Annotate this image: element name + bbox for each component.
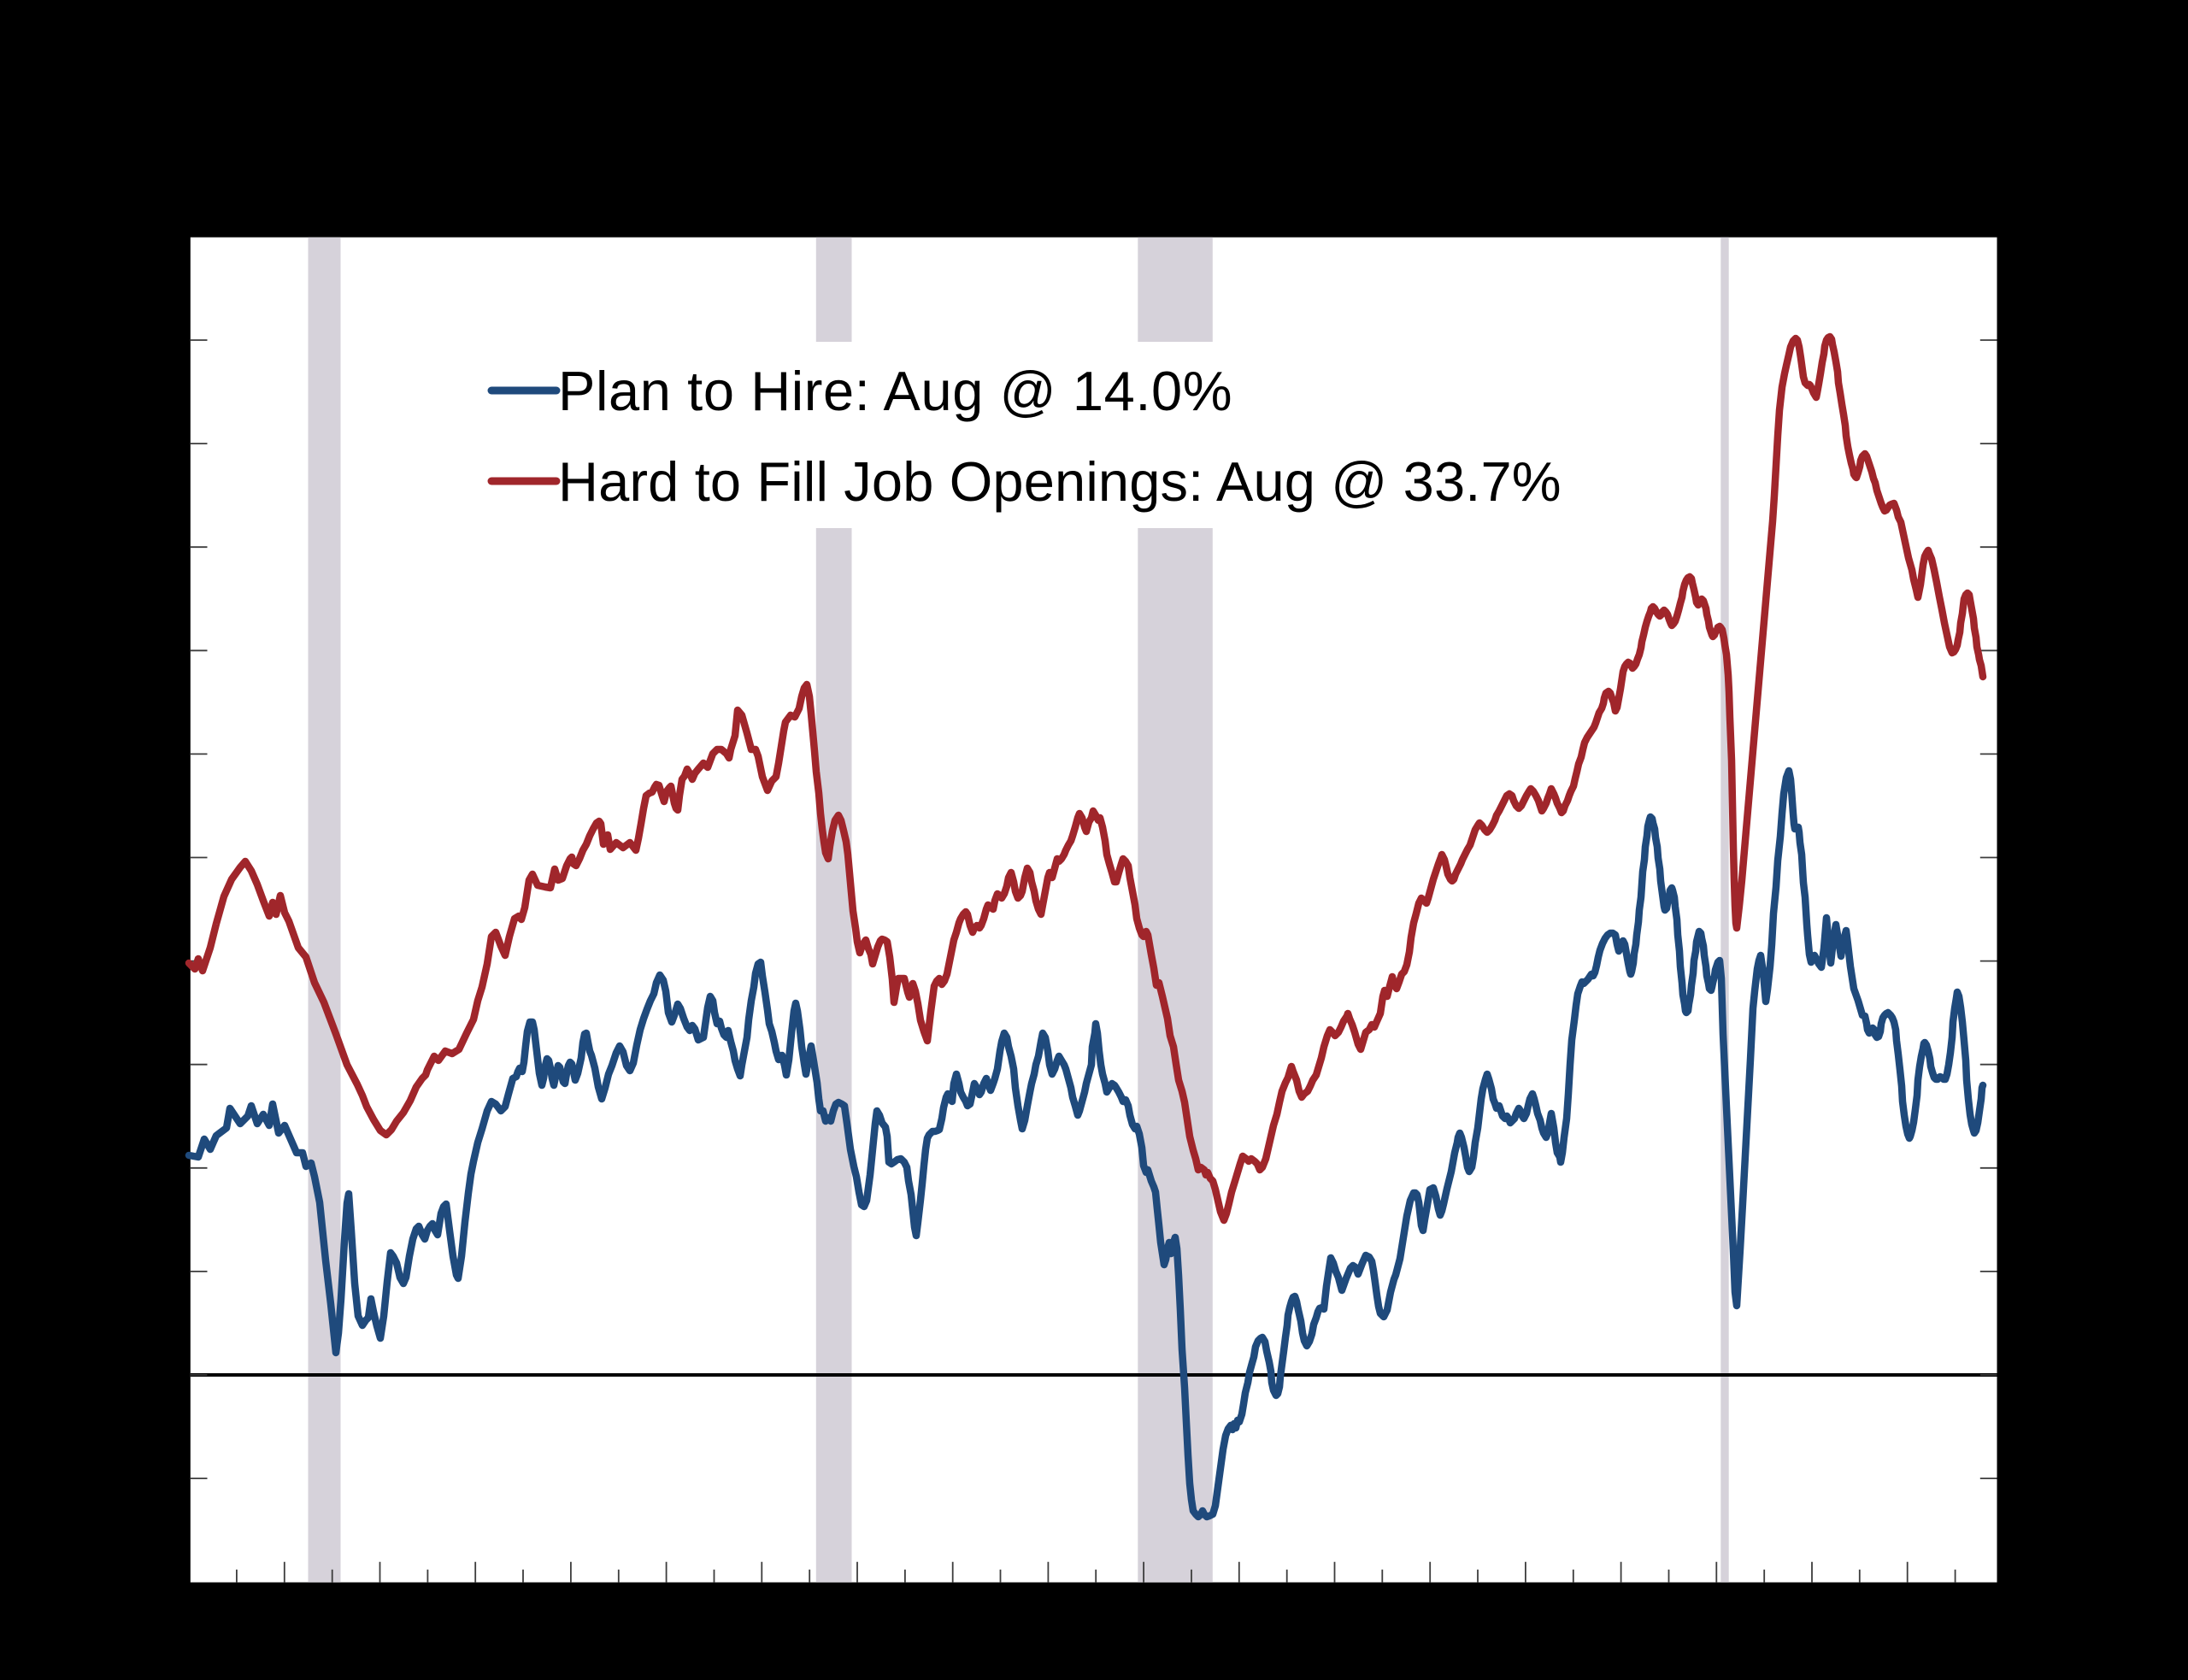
svg-text:Plan to Hire: Aug @ 14.0%: Plan to Hire: Aug @ 14.0% (558, 360, 1232, 422)
svg-text:Hard to Fill Job Openings: Aug: Hard to Fill Job Openings: Aug @ 33.7% (558, 450, 1562, 513)
